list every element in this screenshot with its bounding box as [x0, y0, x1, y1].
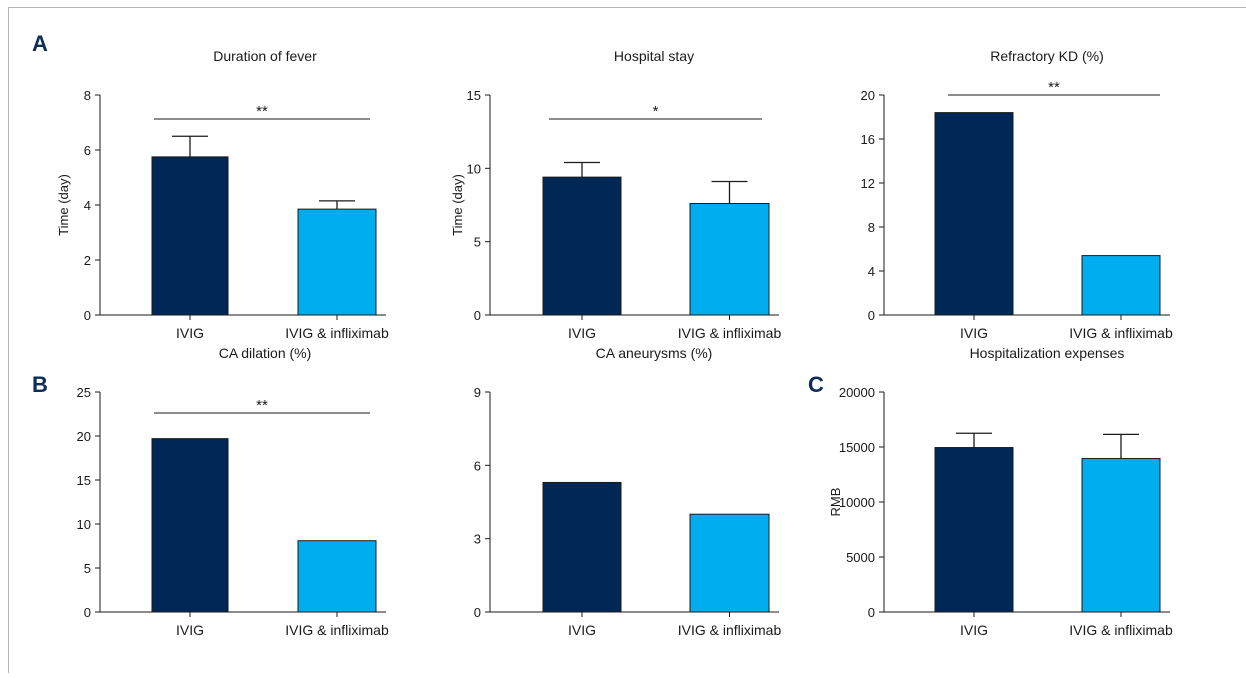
chart-3-y-tick-label: 20: [861, 88, 875, 103]
chart-4-bar-ivig-infliximab: [297, 540, 377, 613]
chart-4-y-tick-label: 0: [84, 605, 91, 620]
chart-3-y-tick-label: 8: [868, 220, 875, 235]
chart-6-category-label: IVIG & infliximab: [1069, 622, 1173, 638]
chart-3-bar-ivig-infliximab: [1081, 255, 1161, 316]
chart-6-y-tick-label: 20000: [839, 385, 875, 400]
chart-6-y-tick-label: 5000: [846, 550, 875, 565]
figure-border-top: [8, 7, 1246, 8]
chart-6-y-tick-label: 0: [868, 605, 875, 620]
chart-6-title: Hospitalization expenses: [970, 345, 1125, 361]
chart-4-y-tick-label: 20: [77, 429, 91, 444]
chart-1-y-tick-label: 6: [84, 143, 91, 158]
chart-5-category-label: IVIG: [568, 622, 596, 638]
chart-2-bar-ivig: [542, 176, 622, 316]
chart-3-category-label: IVIG: [960, 325, 988, 341]
chart-1-title: Duration of fever: [213, 48, 317, 64]
chart-4-significance-label: **: [256, 397, 268, 414]
chart-1-category-label: IVIG: [176, 325, 204, 341]
chart-3-significance-label: **: [1048, 79, 1060, 96]
chart-4-category-label: IVIG & infliximab: [285, 622, 389, 638]
chart-5-bar-ivig-infliximab: [689, 513, 770, 613]
chart-4-y-tick-label: 25: [77, 385, 91, 400]
chart-1-category-label: IVIG & infliximab: [285, 325, 389, 341]
chart-3-y-tick-label: 12: [861, 176, 875, 191]
chart-6-bar-ivig: [934, 447, 1014, 613]
chart-6-category-label: IVIG: [960, 622, 988, 638]
chart-2-y-axis-label: Time (day): [450, 174, 465, 236]
chart-4-bar-ivig: [151, 438, 229, 613]
chart-5-y-tick-label: 0: [474, 605, 481, 620]
chart-5-category-label: IVIG & infliximab: [678, 622, 782, 638]
chart-2-category-label: IVIG: [568, 325, 596, 341]
chart-2-title: Hospital stay: [614, 48, 694, 64]
chart-3-y-tick-label: 16: [861, 132, 875, 147]
chart-1-y-tick-label: 4: [84, 198, 91, 213]
chart-2-significance-label: *: [653, 103, 659, 120]
figure-border-left: [8, 7, 9, 673]
chart-6-y-axis-label: RMB: [828, 488, 843, 517]
chart-1-bar-ivig: [151, 156, 229, 316]
chart-5-title: CA aneurysms (%): [596, 345, 713, 361]
chart-5-y-tick-label: 3: [474, 532, 481, 547]
chart-2-bar-ivig-infliximab: [689, 203, 770, 316]
chart-1-y-axis-label: Time (day): [56, 174, 71, 236]
chart-4-y-tick-label: 5: [84, 561, 91, 576]
chart-3-y-tick-label: 4: [868, 264, 875, 279]
chart-1-bar-ivig-infliximab: [297, 208, 377, 316]
chart-4-category-label: IVIG: [176, 622, 204, 638]
chart-2-y-tick-label: 10: [467, 161, 481, 176]
panel-letter-b: B: [32, 372, 48, 397]
chart-2-category-label: IVIG & infliximab: [678, 325, 782, 341]
chart-5-y-tick-label: 9: [474, 385, 481, 400]
chart-1-y-tick-label: 2: [84, 253, 91, 268]
chart-4-y-tick-label: 10: [77, 517, 91, 532]
chart-5-bar-ivig: [542, 481, 622, 613]
chart-6-bar-ivig-infliximab: [1081, 458, 1161, 613]
chart-5-y-tick-label: 6: [474, 458, 481, 473]
chart-3-category-label: IVIG & infliximab: [1069, 325, 1173, 341]
chart-6-y-tick-label: 10000: [839, 495, 875, 510]
panel-letter-a: A: [32, 31, 48, 56]
chart-6-y-tick-label: 15000: [839, 440, 875, 455]
panel-letter-c: C: [808, 372, 824, 397]
chart-2-y-tick-label: 0: [474, 308, 481, 323]
chart-2-y-tick-label: 5: [474, 235, 481, 250]
chart-2-y-tick-label: 15: [467, 88, 481, 103]
chart-1-y-tick-label: 8: [84, 88, 91, 103]
chart-3-y-tick-label: 0: [868, 308, 875, 323]
chart-1-significance-label: **: [256, 103, 268, 120]
chart-3-bar-ivig: [934, 112, 1014, 316]
chart-4-title: CA dilation (%): [219, 345, 312, 361]
chart-1-y-tick-label: 0: [84, 308, 91, 323]
chart-4-y-tick-label: 15: [77, 473, 91, 488]
chart-3-title: Refractory KD (%): [990, 48, 1104, 64]
